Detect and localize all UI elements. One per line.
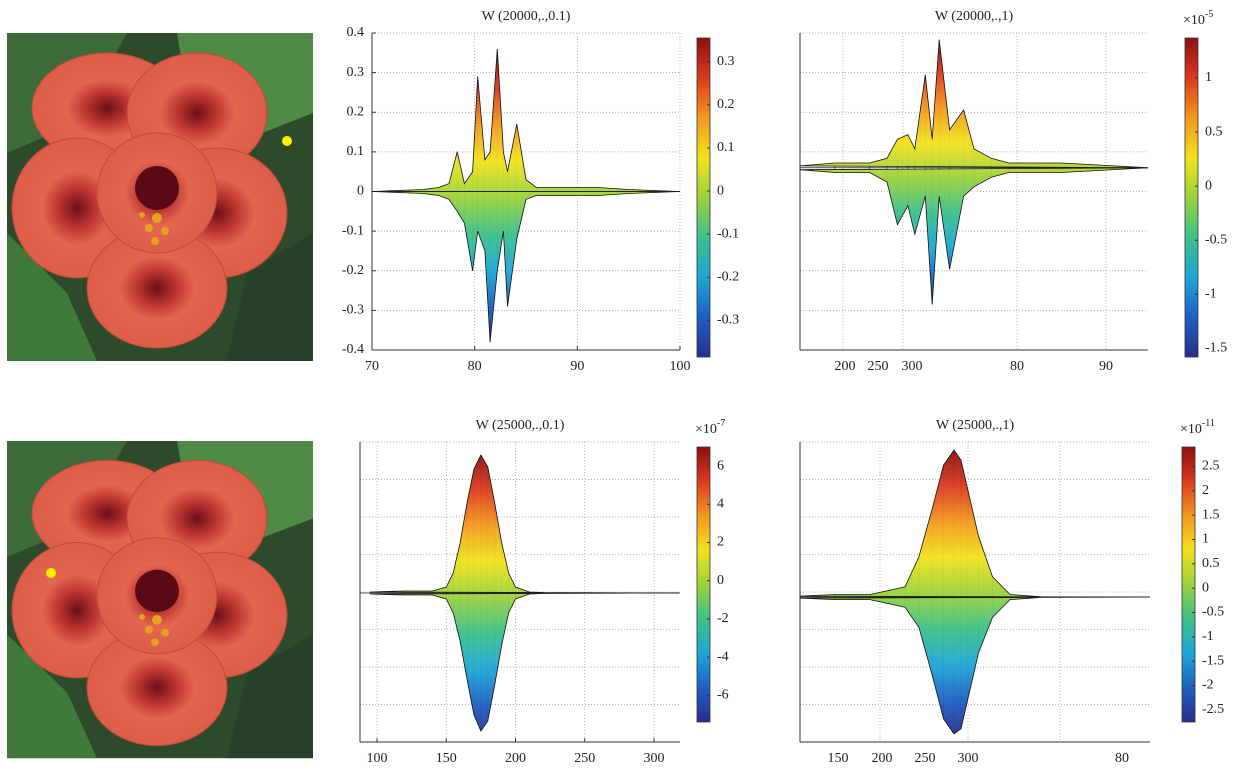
colorbar-tick-label: -2.5 [1202,702,1224,717]
x-tick-label: 250 [574,751,595,766]
x-tick-label: 250 [868,359,889,374]
colorbar-scale-base: ×10 [1180,422,1202,437]
x-tick-label: 100 [670,359,691,374]
colorbar-scale-base: ×10 [1183,13,1205,28]
x-tick-label: 200 [835,359,856,374]
x-tick-label: 70 [365,359,379,374]
colorbar [696,446,711,723]
x-tick-label: 150 [436,751,457,766]
panel-title: W (20000,.,0.1) [482,9,571,24]
y-tick-label: -0.2 [342,263,364,278]
colorbar [696,37,711,358]
colorbar-tick-label: 0.2 [717,97,735,112]
colorbar-tick-label: 0.3 [717,54,735,69]
x-tick-label: 300 [643,751,664,766]
colorbar-scale-exponent: -11 [1202,418,1215,429]
colorbar-scale: ×10-5 [1183,9,1213,28]
y-tick-label: -0.1 [342,223,364,238]
colorbar-tick-label: -2 [1202,678,1214,693]
colorbar-tick-label: -0.5 [1205,232,1227,247]
surface-area [799,449,1151,598]
photo-1 [6,32,314,362]
colorbar-scale: ×10-11 [1180,418,1215,437]
x-tick-label: 200 [505,751,526,766]
surface-area [799,167,1149,305]
x-tick-label: 300 [958,751,979,766]
y-tick-label: 0 [357,184,364,199]
colorbar-tick-label: -6 [717,687,729,702]
x-tick-label: 80 [1115,751,1129,766]
surface-area [371,48,681,192]
colorbar-tick-label: 0.5 [1202,556,1220,571]
x-tick-label: 80 [468,359,482,374]
colorbar-tick-label: 0 [717,573,724,588]
colorbar [1184,37,1199,358]
photo-2 [6,440,314,759]
x-tick-label: 250 [915,751,936,766]
colorbar-scale-exponent: -5 [1205,9,1213,20]
colorbar-tick-label: 2 [1202,483,1209,498]
colorbar-tick-label: 1.5 [1202,507,1220,522]
colorbar-tick-label: 0.5 [1205,124,1223,139]
x-tick-label: 90 [1099,359,1113,374]
panel-title: W (25000,.,0.1) [476,418,565,433]
colorbar-tick-label: 2 [717,535,724,550]
y-tick-label: -0.4 [342,342,364,357]
colorbar-tick-label: -2 [717,611,729,626]
x-tick-label: 100 [367,751,388,766]
colorbar-tick-label: -1 [1205,287,1217,302]
y-tick-label: 0.3 [347,65,365,80]
x-tick-label: 200 [872,751,893,766]
colorbar-tick-label: 6 [717,458,724,473]
colorbar [1181,446,1196,723]
x-tick-label: 80 [1010,359,1024,374]
y-tick-label: 0.4 [347,25,365,40]
panel-title: W (25000,.,1) [936,418,1015,433]
colorbar-tick-label: 0 [717,183,724,198]
surface-area [371,191,681,343]
surface-area [799,39,1149,169]
y-tick-label: 0.2 [347,104,365,119]
colorbar-tick-label: 2.5 [1202,459,1220,474]
colorbar-tick-label: 0 [1202,580,1209,595]
colorbar-tick-label: -0.3 [717,313,739,328]
x-tick-label: 300 [902,359,923,374]
panel-title: W (20000,.,1) [935,9,1014,24]
colorbar-tick-label: -0.5 [1202,605,1224,620]
colorbar-tick-label: -1 [1202,629,1214,644]
colorbar-tick-label: -4 [717,649,729,664]
colorbar-tick-label: -1.5 [1202,653,1224,668]
colorbar-tick-label: 4 [717,497,724,512]
x-tick-label: 150 [828,751,849,766]
colorbar-tick-label: 0.1 [717,140,735,155]
colorbar-tick-label: -0.1 [717,226,739,241]
colorbar-scale-base: ×10 [695,422,717,437]
surface-area [370,592,679,732]
x-tick-label: 90 [570,359,584,374]
y-tick-label: -0.3 [342,303,364,318]
surface-area [370,454,679,594]
y-tick-label: 0.1 [347,144,365,159]
colorbar-scale-exponent: -7 [717,418,725,429]
colorbar-tick-label: -0.2 [717,269,739,284]
surface-area [799,596,1151,735]
colorbar-tick-label: 1 [1202,532,1209,547]
colorbar-tick-label: 0 [1205,178,1212,193]
colorbar-tick-label: 1 [1205,70,1212,85]
colorbar-tick-label: -1.5 [1205,341,1227,356]
colorbar-scale: ×10-7 [695,418,725,437]
